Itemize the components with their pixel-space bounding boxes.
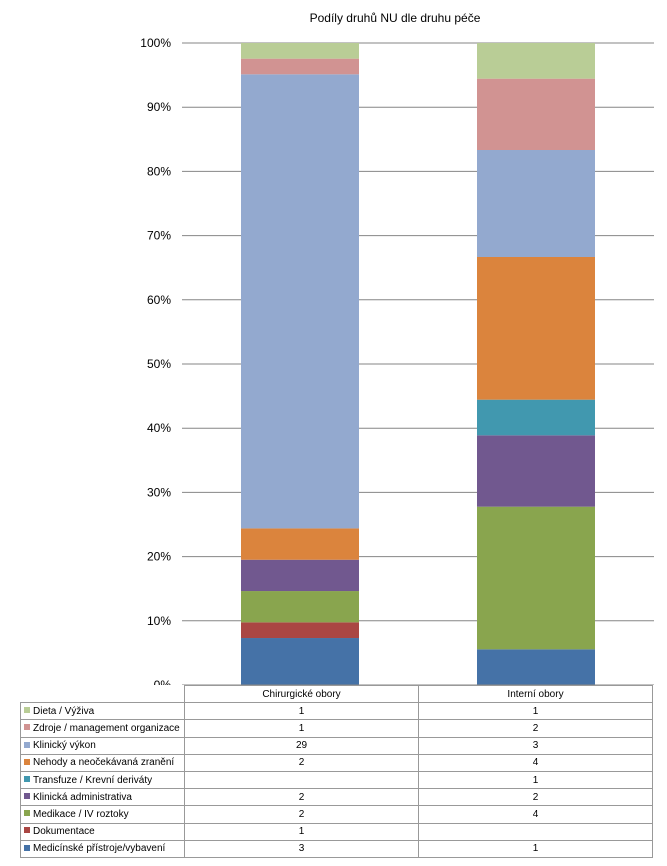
data-label: 1 <box>184 702 419 721</box>
legend-entry: Zdroje / management organizace <box>20 719 185 738</box>
data-label: 2 <box>418 719 653 738</box>
bar-segment <box>241 622 359 639</box>
bar-segment <box>477 78 595 150</box>
legend-swatch <box>24 827 30 834</box>
table-row: Klinický výkon 29 3 <box>20 736 653 755</box>
y-tick-label: 60% <box>147 293 171 307</box>
data-label: 2 <box>418 788 653 807</box>
bar-segment <box>241 528 359 560</box>
data-label: 1 <box>418 770 653 790</box>
legend-label: Transfuze / Krevní deriváty <box>33 774 153 786</box>
y-tick-label: 0% <box>154 678 172 685</box>
bar-segment <box>241 559 359 592</box>
chart-title: Podíly druhů NU dle druhu péče <box>309 11 481 25</box>
legend-entry: Medicínské přístroje/vybavení <box>20 839 185 858</box>
table-corner <box>20 685 185 704</box>
data-label: 3 <box>418 736 653 755</box>
legend-label: Klinická administrativa <box>33 791 132 803</box>
legend-swatch <box>24 793 30 800</box>
legend-label: Klinický výkon <box>33 740 96 752</box>
legend-swatch <box>24 707 30 714</box>
y-tick-label: 30% <box>147 485 171 499</box>
bar-segment <box>241 43 359 59</box>
bar-segment <box>241 638 359 685</box>
bar-segment <box>477 435 595 507</box>
data-label: 1 <box>184 822 419 841</box>
legend-entry: Medikace / IV roztoky <box>20 805 185 824</box>
legend-entry: Klinický výkon <box>20 736 185 755</box>
bars <box>241 43 595 685</box>
legend-label: Medicínské přístroje/vybavení <box>33 843 166 855</box>
data-label: 2 <box>184 805 419 824</box>
legend-swatch <box>24 810 30 817</box>
y-tick-label: 10% <box>147 614 171 628</box>
table-row: Dokumentace 1 <box>20 822 653 841</box>
legend-entry: Transfuze / Krevní deriváty <box>20 770 185 790</box>
category-label: Interní obory <box>418 684 653 704</box>
bar-segment <box>241 591 359 623</box>
data-label: 2 <box>184 753 419 772</box>
data-label: 4 <box>418 753 653 772</box>
legend-swatch <box>24 741 30 748</box>
y-tick-label: 80% <box>147 164 171 178</box>
legend-swatch <box>24 844 30 851</box>
bar-segment <box>477 649 595 685</box>
bar-segment <box>477 506 595 650</box>
y-axis-ticks: 0% 10% 20% 30% 40% 50% 60% 70% 80% 90% 100% <box>140 36 171 685</box>
y-tick-label: 50% <box>147 357 171 371</box>
chart-plot: 0% 10% 20% 30% 40% 50% 60% 70% 80% 90% 100% <box>140 36 654 685</box>
bar-segment <box>241 58 359 75</box>
table-row: Medikace / IV roztoky 2 4 <box>20 805 653 824</box>
bar-segment <box>477 43 595 79</box>
data-label: 1 <box>418 839 653 858</box>
data-label <box>418 822 653 841</box>
table-row: Medicínské přístroje/vybavení 3 1 <box>20 839 653 858</box>
y-tick-label: 20% <box>147 550 171 564</box>
legend-label: Nehody a neočekávaná zranění <box>33 757 175 769</box>
legend-label: Dokumentace <box>33 826 95 838</box>
bar-segment <box>477 150 595 257</box>
legend-swatch <box>24 724 30 731</box>
data-label: 4 <box>418 805 653 824</box>
legend-label: Medikace / IV roztoky <box>33 808 129 820</box>
data-table: Chirurgické obory Interní obory Dieta / Vý… <box>20 684 653 858</box>
legend-entry: Dieta / Výživa <box>20 702 185 721</box>
legend-label: Zdroje / management organizace <box>33 722 180 734</box>
y-tick-label: 70% <box>147 229 171 243</box>
bar-segment <box>477 257 595 400</box>
table-row: Dieta / Výživa 1 1 <box>20 702 653 721</box>
y-tick-label: 40% <box>147 421 171 435</box>
table-row: Klinická administrativa 2 2 <box>20 788 653 807</box>
data-label: 1 <box>184 719 419 738</box>
data-label: 1 <box>418 702 653 721</box>
legend-entry: Nehody a neočekávaná zranění <box>20 753 185 772</box>
y-tick-label: 90% <box>147 100 171 114</box>
data-label <box>184 770 419 790</box>
table-row: Transfuze / Krevní deriváty 1 <box>20 770 653 790</box>
legend-swatch <box>24 775 30 782</box>
data-label: 3 <box>184 839 419 858</box>
data-label: 29 <box>184 736 419 755</box>
legend-label: Dieta / Výživa <box>33 705 95 717</box>
category-label: Chirurgické obory <box>184 684 419 704</box>
data-label: 2 <box>184 788 419 807</box>
bar-segment <box>241 74 359 529</box>
legend-entry: Klinická administrativa <box>20 788 185 807</box>
y-tick-label: 100% <box>140 36 171 50</box>
table-row: Zdroje / management organizace 1 2 <box>20 719 653 738</box>
table-row: Nehody a neočekávaná zranění 2 4 <box>20 753 653 772</box>
legend-swatch <box>24 758 30 765</box>
legend-entry: Dokumentace <box>20 822 185 841</box>
bar-segment <box>477 399 595 436</box>
